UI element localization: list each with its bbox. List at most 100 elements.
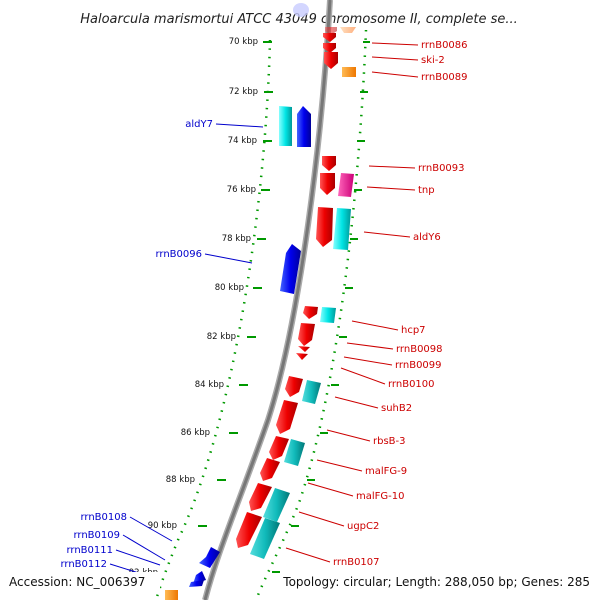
feature-rrnB0109[interactable] [199, 547, 220, 568]
feature-hcp7[interactable] [320, 307, 336, 323]
label-rbsB-3[interactable]: rbsB-3 [373, 436, 406, 447]
label-rrnB0111[interactable]: rrnB0111 [66, 545, 113, 556]
leader-rrnB0100 [340, 367, 386, 385]
feature-tnp[interactable] [338, 173, 354, 197]
feature-rrnB0088[interactable] [324, 52, 338, 69]
feature-rrnB0098[interactable] [298, 323, 315, 346]
tick-rings [154, 29, 368, 600]
tick-label-88: 88 kbp [166, 475, 195, 485]
feature-malFG-9[interactable] [284, 439, 305, 466]
label-rrnB0093[interactable]: rrnB0093 [418, 163, 465, 174]
leader-aldY7 [215, 123, 264, 128]
feature-rrnB0086[interactable] [323, 33, 336, 42]
tick-label-84: 84 kbp [195, 380, 224, 390]
label-hcp7[interactable]: hcp7 [401, 325, 426, 336]
feature-rbsB-3[interactable] [276, 400, 298, 434]
feature-hcp7-red[interactable] [303, 306, 318, 319]
leader-rrnB0107 [285, 547, 331, 563]
feature-rrnB0107[interactable] [250, 518, 280, 559]
backbone-line [203, 0, 332, 600]
forward-strand-features [236, 27, 356, 559]
leader-tnp [366, 186, 416, 191]
label-aldY6[interactable]: aldY6 [413, 232, 441, 243]
leader-hcp7 [351, 320, 399, 331]
label-rrnB0098[interactable]: rrnB0098 [396, 344, 443, 355]
label-malFG-9[interactable]: malFG-9 [365, 466, 407, 477]
feature-red-87[interactable] [260, 458, 280, 481]
label-rrnB0099[interactable]: rrnB0099 [395, 360, 442, 371]
label-ugpC2[interactable]: ugpC2 [347, 521, 379, 532]
leader-malFG-10 [307, 482, 354, 497]
feature-red-86[interactable] [269, 436, 289, 460]
inner-tick-ring [154, 39, 272, 600]
tick-label-80: 80 kbp [215, 283, 244, 293]
leader-aldY6 [363, 231, 411, 238]
leader-rrnB0089 [371, 71, 419, 78]
label-rrnB0107[interactable]: rrnB0107 [333, 557, 380, 568]
leader-suhB2 [334, 396, 379, 409]
feature-rrnB0094[interactable] [320, 173, 335, 195]
backbone-track [202, 0, 333, 600]
feature-rrnB0112[interactable] [189, 580, 204, 587]
tick-label-76: 76 kbp [227, 185, 256, 195]
label-rrnB0089[interactable]: rrnB0089 [421, 72, 468, 83]
leader-malFG-9 [316, 459, 363, 472]
feature-ski-2[interactable] [323, 43, 336, 53]
feature-rrnB0089[interactable] [342, 67, 356, 77]
leader-ugpC2 [298, 511, 345, 527]
forward-gene-labels: rrnB0086 ski-2 rrnB0089 rrnB0093 tnp ald… [333, 40, 468, 568]
leader-rrnB0109 [122, 534, 166, 561]
leader-ski-2 [371, 56, 419, 61]
tick-label-82: 82 kbp [207, 332, 236, 342]
feature-aldY6-red[interactable] [316, 207, 333, 247]
tick-label-86: 86 kbp [181, 428, 210, 438]
feature-rrnB0093[interactable] [322, 156, 336, 171]
tick-label-78: 78 kbp [222, 234, 251, 244]
label-malFG-10[interactable]: malFG-10 [356, 491, 404, 502]
reverse-gene-labels: aldY7 rrnB0096 rrnB0108 rrnB0109 rrnB011… [60, 119, 213, 570]
feature-peach[interactable] [340, 27, 356, 33]
topology-background [282, 572, 598, 592]
topology-text: Topology: circular; Length: 288,050 bp; … [282, 575, 590, 589]
feature-rrnB0100[interactable] [296, 353, 308, 360]
leader-rrnB0096 [204, 253, 253, 264]
map-title: Haloarcula marismortui ATCC 43049 chromo… [80, 12, 518, 27]
label-rrnB0086[interactable]: rrnB0086 [421, 40, 468, 51]
leader-rrnB0111 [115, 549, 161, 566]
feature-ugpC2[interactable] [236, 512, 262, 548]
label-rrnB0112[interactable]: rrnB0112 [60, 559, 107, 570]
label-rrnB0100[interactable]: rrnB0100 [388, 379, 435, 390]
leader-rrnB0099 [343, 356, 393, 366]
feature-aldY6[interactable] [333, 208, 351, 250]
label-ski-2[interactable]: ski-2 [421, 55, 445, 66]
accession-background [0, 572, 160, 592]
label-tnp[interactable]: tnp [418, 185, 435, 196]
feature-orange-bottom[interactable] [165, 590, 178, 600]
leader-rrnB0093 [368, 165, 416, 169]
feature-ugpC2-teal[interactable] [263, 488, 290, 522]
forward-label-leaders [285, 42, 419, 563]
feature-aldY7[interactable] [297, 106, 311, 147]
feature-suhB2[interactable] [302, 380, 321, 404]
label-rrnB0096[interactable]: rrnB0096 [155, 249, 202, 260]
feature-rbs-red[interactable] [285, 376, 303, 397]
major-ticks: 70 kbp 72 kbp 74 kbp 76 kbp 78 kbp 80 kb… [129, 37, 370, 578]
feature-malFG-10[interactable] [249, 483, 272, 511]
reverse-label-leaders [109, 123, 264, 579]
leader-rrnB0098 [346, 342, 394, 350]
backbone-start-marker [293, 3, 309, 17]
label-aldY7[interactable]: aldY7 [185, 119, 213, 130]
label-suhB2[interactable]: suhB2 [381, 403, 412, 414]
label-rrnB0108[interactable]: rrnB0108 [80, 512, 127, 523]
leader-rrnB0086 [371, 42, 419, 46]
accession-text: Accession: NC_006397 [9, 575, 145, 589]
label-rrnB0109[interactable]: rrnB0109 [73, 530, 120, 541]
feature-aldY7-cyan[interactable] [279, 106, 292, 146]
feature-rrnB0099[interactable] [298, 346, 310, 352]
leader-rrnB0108 [129, 516, 173, 542]
tick-label-70: 70 kbp [229, 37, 258, 47]
feature-rrnB0096[interactable] [280, 244, 301, 294]
tick-label-74: 74 kbp [228, 136, 257, 146]
